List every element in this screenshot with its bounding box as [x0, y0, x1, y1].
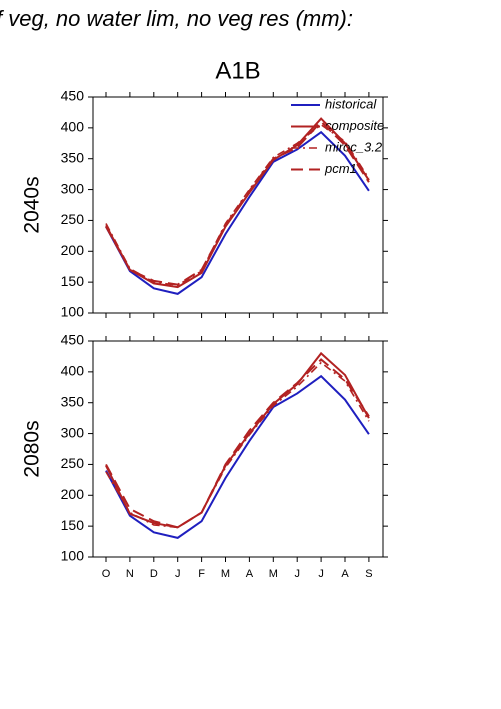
x-tick-label: J — [175, 568, 181, 580]
series-line — [105, 130, 370, 295]
y-tick-label: 100 — [61, 304, 85, 320]
x-tick-label: O — [102, 568, 111, 580]
series-line — [105, 351, 370, 529]
series-line — [105, 120, 370, 286]
series-line — [105, 361, 370, 529]
y-tick-label: 250 — [61, 455, 85, 471]
y-tick-label: 400 — [61, 119, 85, 135]
y-tick-label: 300 — [61, 180, 85, 196]
y-tick-label: 150 — [61, 517, 85, 533]
x-tick-label: J — [294, 568, 300, 580]
y-tick-label: 300 — [61, 424, 85, 440]
figure-title: f veg, no water lim, no veg res (mm): — [0, 6, 353, 31]
y-tick-label: 200 — [61, 242, 85, 258]
legend-label: historical — [325, 96, 377, 111]
plot-frame — [92, 96, 384, 314]
legend-label: pcm1 — [324, 161, 357, 176]
row-label: 2080s — [21, 420, 44, 477]
y-tick-label: 200 — [61, 486, 85, 502]
x-tick-label: M — [269, 568, 278, 580]
y-tick-label: 450 — [61, 88, 85, 104]
x-tick-label: N — [126, 568, 134, 580]
legend-label: composite — [325, 118, 384, 133]
x-tick-label: A — [341, 568, 349, 580]
x-tick-label: M — [221, 568, 230, 580]
y-tick-label: 450 — [61, 332, 85, 348]
y-tick-label: 250 — [61, 211, 85, 227]
x-tick-label: F — [198, 568, 205, 580]
series-line — [105, 358, 370, 529]
legend-label: miroc_3.2 — [325, 139, 383, 154]
y-tick-label: 350 — [61, 149, 85, 165]
plot-frame — [92, 340, 384, 558]
y-tick-label: 350 — [61, 393, 85, 409]
y-tick-label: 150 — [61, 273, 85, 289]
panel-title: A1B — [215, 57, 260, 84]
y-tick-label: 400 — [61, 363, 85, 379]
x-tick-label: D — [150, 568, 158, 580]
row-label: 2040s — [21, 176, 44, 233]
series-line — [105, 374, 370, 539]
x-tick-label: A — [246, 568, 254, 580]
x-tick-label: S — [365, 568, 372, 580]
y-tick-label: 100 — [61, 548, 85, 564]
x-tick-label: J — [318, 568, 324, 580]
